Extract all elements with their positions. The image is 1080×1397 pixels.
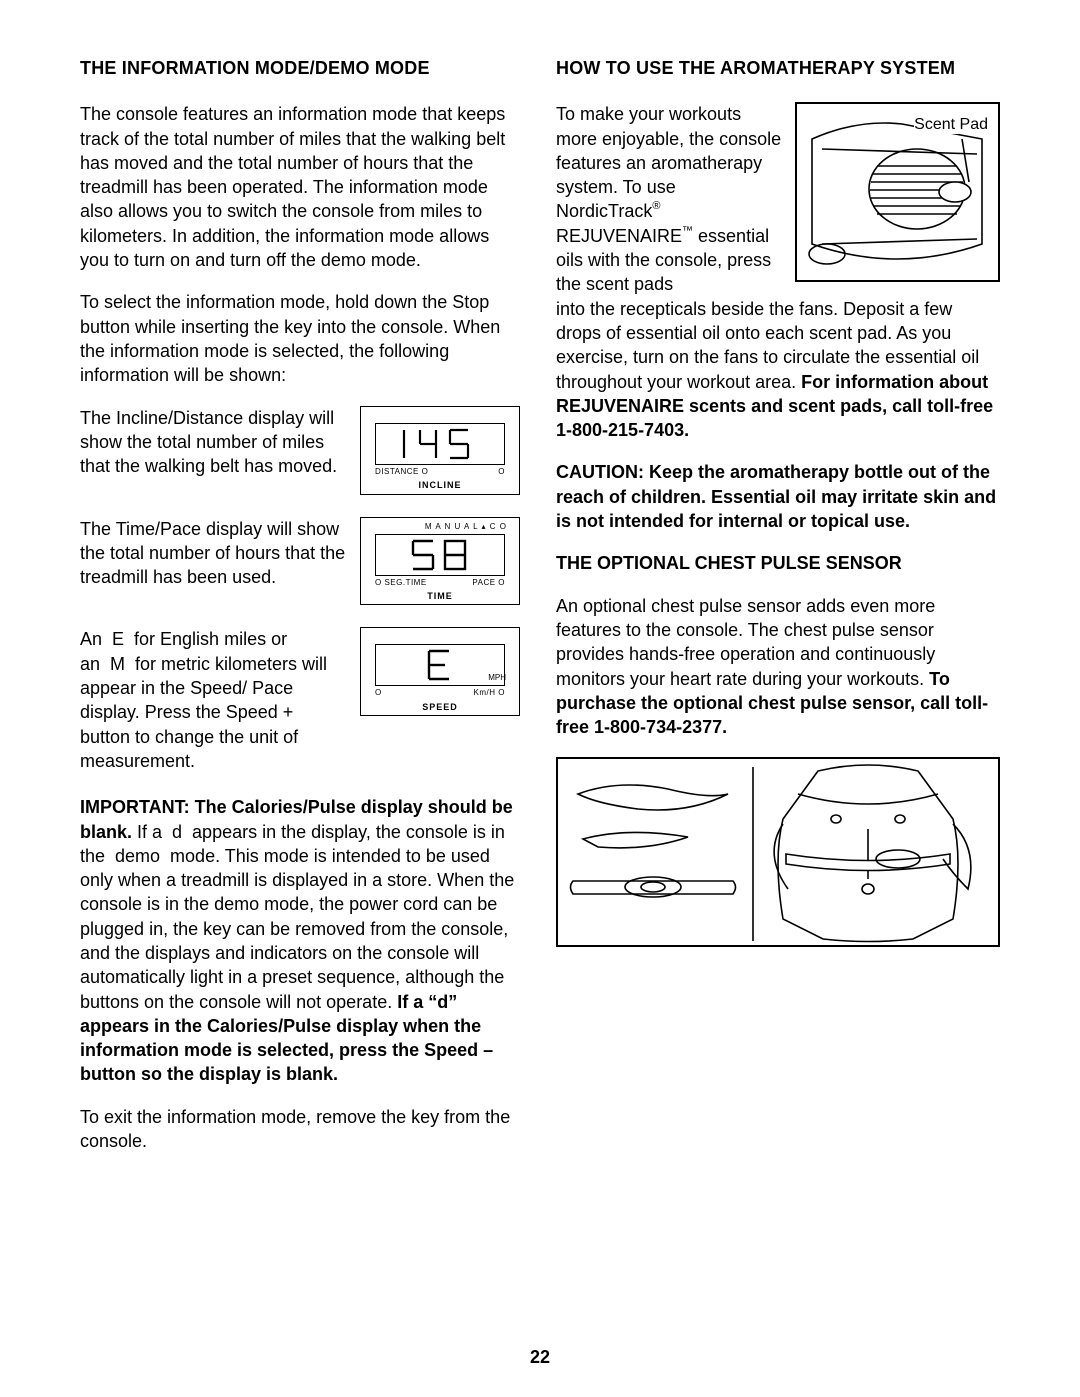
page-number: 22 bbox=[0, 1345, 1080, 1369]
info-mode-heading: THE INFORMATION MODE/DEMO MODE bbox=[80, 56, 520, 80]
aromatherapy-heading: HOW TO USE THE AROMATHERAPY SYSTEM bbox=[556, 56, 1000, 80]
speed-lcd: MPH OKm/H O SPEED bbox=[360, 627, 520, 716]
seven-seg-145-icon bbox=[390, 426, 490, 462]
incline-row: The Incline/Distance display will show t… bbox=[80, 406, 520, 495]
seven-seg-58-icon bbox=[405, 537, 475, 573]
incline-lcd-value bbox=[375, 423, 505, 465]
chest-pulse-p: An optional chest pulse sensor adds even… bbox=[556, 594, 1000, 740]
chest-strap-icon bbox=[558, 759, 998, 947]
time-text: The Time/Pace display will show the tota… bbox=[80, 517, 346, 590]
chest-pulse-heading: THE OPTIONAL CHEST PULSE SENSOR bbox=[556, 551, 1000, 575]
aromatherapy-block: Scent Pad To make your workouts more enj… bbox=[556, 102, 1000, 442]
chest-strap-diagram bbox=[556, 757, 1000, 947]
time-row: The Time/Pace display will show the tota… bbox=[80, 517, 520, 606]
info-mode-p1: The console features an information mode… bbox=[80, 102, 520, 272]
info-mode-p2: To select the information mode, hold dow… bbox=[80, 290, 520, 387]
speed-row: An E for English miles or an M for metri… bbox=[80, 627, 520, 773]
speed-text: An E for English miles or an M for metri… bbox=[80, 627, 346, 773]
incline-lcd: DISTANCE OO INCLINE bbox=[360, 406, 520, 495]
important-paragraph: IMPORTANT: The Calories/Pulse display sh… bbox=[80, 795, 520, 1087]
left-column: THE INFORMATION MODE/DEMO MODE The conso… bbox=[80, 56, 520, 1171]
caution-paragraph: CAUTION: Keep the aromatherapy bottle ou… bbox=[556, 460, 1000, 533]
time-lcd: M A N U A L ▴ C O O SEG.TIMEPACE O bbox=[360, 517, 520, 606]
scent-pad-label: Scent Pad bbox=[914, 116, 988, 134]
speed-lcd-value: MPH bbox=[375, 644, 505, 686]
right-column: HOW TO USE THE AROMATHERAPY SYSTEM bbox=[556, 56, 1000, 1171]
scent-pad-diagram: Scent Pad bbox=[795, 102, 1000, 282]
exit-paragraph: To exit the information mode, remove the… bbox=[80, 1105, 520, 1154]
time-lcd-value bbox=[375, 534, 505, 576]
seven-seg-e-icon bbox=[415, 647, 465, 683]
incline-text: The Incline/Distance display will show t… bbox=[80, 406, 346, 479]
aromatherapy-p1-cont: into the recepticals beside the fans. De… bbox=[556, 297, 1000, 443]
